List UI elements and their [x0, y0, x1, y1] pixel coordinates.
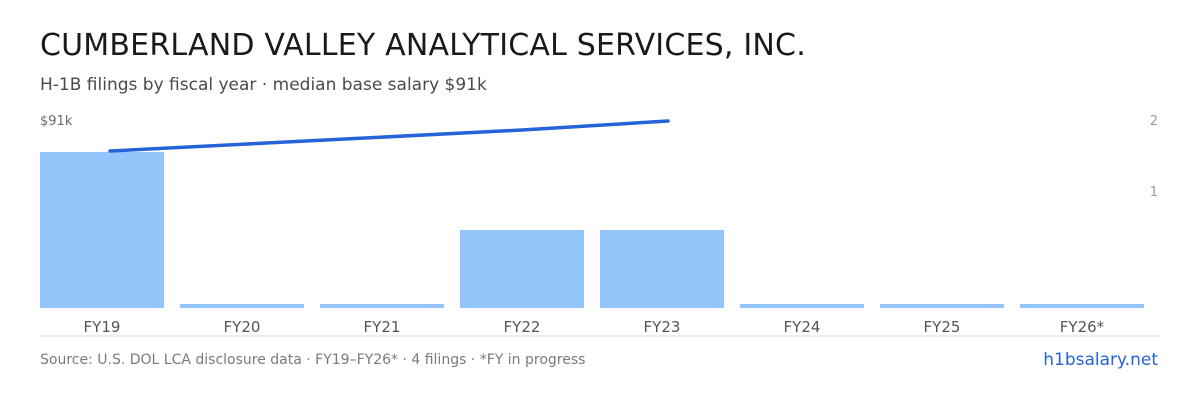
source-note: Source: U.S. DOL LCA disclosure data · F… [40, 352, 586, 368]
right-axis-tick-label: 2 [1150, 114, 1158, 129]
bar-fy21 [320, 304, 444, 308]
x-tick-labels: FY19 FY20 FY21 FY22 FY23 FY24 FY25 FY26* [84, 318, 1105, 336]
x-tick-label: FY24 [784, 318, 821, 336]
bar-fy24 [740, 304, 864, 308]
bar-fy22 [460, 229, 584, 308]
x-tick-label: FY21 [364, 318, 401, 336]
x-tick-label: FY20 [224, 318, 261, 336]
chart-title: CUMBERLAND VALLEY ANALYTICAL SERVICES, I… [40, 28, 806, 63]
chart-subtitle: H-1B filings by fiscal year · median bas… [40, 75, 487, 95]
bar-fy20 [180, 304, 304, 308]
bar-fy26-star [1020, 304, 1144, 308]
bar-fy23 [600, 229, 724, 308]
right-axis-ticks: 21 [1150, 114, 1158, 200]
bar-fy25 [880, 304, 1004, 308]
x-tick-label: FY25 [924, 318, 961, 336]
left-axis-salary-label: $91k [40, 114, 73, 129]
x-tick-label: FY26* [1060, 318, 1105, 336]
bars-group [40, 151, 1144, 308]
x-tick-label: FY23 [644, 318, 681, 336]
salary-line [108, 119, 670, 153]
bar-fy19 [40, 151, 164, 308]
site-link[interactable]: h1bsalary.net [1043, 350, 1158, 370]
right-axis-tick-label: 1 [1150, 185, 1158, 200]
x-tick-label: FY22 [504, 318, 541, 336]
x-tick-label: FY19 [84, 318, 121, 336]
